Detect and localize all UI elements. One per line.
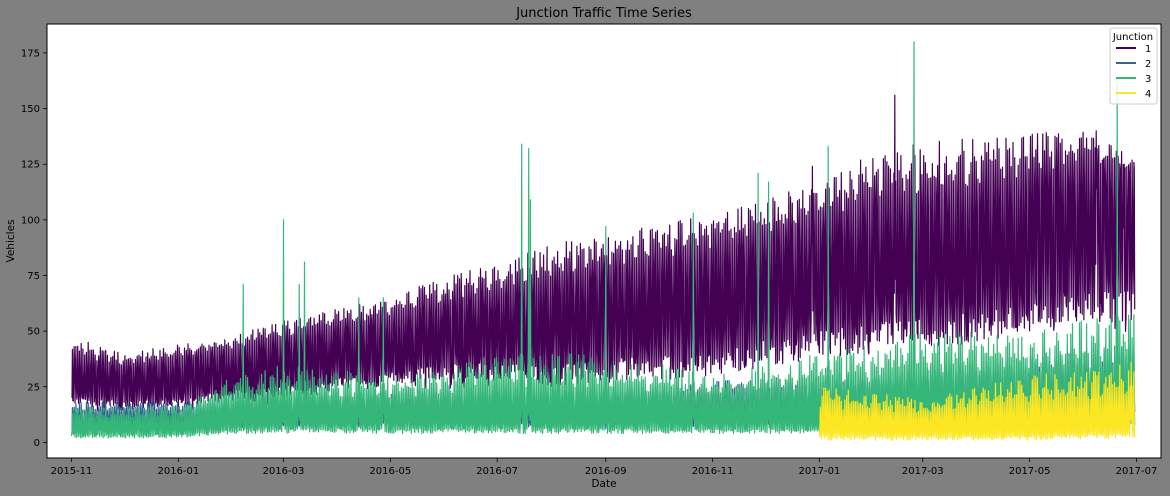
x-tick-label: 2017-01 (799, 466, 841, 477)
y-tick-label: 150 (21, 104, 40, 115)
x-tick-label: 2017-03 (902, 466, 944, 477)
x-tick-label: 2016-05 (369, 466, 411, 477)
y-tick-label: 100 (21, 215, 40, 226)
plot-frame (46, 23, 1162, 459)
legend-title: Junction (1112, 32, 1153, 43)
y-axis-ticks: 0 25 50 75 100 125 150 175 (21, 48, 47, 449)
x-tick-label: 2016-01 (157, 466, 199, 477)
legend-entries: 1 2 3 4 (1116, 44, 1151, 100)
x-tick-label: 2017-05 (1009, 466, 1051, 477)
chart-title: Junction Traffic Time Series (515, 6, 692, 21)
legend-label-junction-4: 4 (1145, 89, 1151, 100)
legend: Junction 1 2 3 4 (1109, 27, 1158, 105)
series-layer (70, 41, 1136, 441)
x-tick-label: 2016-07 (476, 466, 518, 477)
legend-label-junction-3: 3 (1145, 74, 1151, 85)
legend-label-junction-1: 1 (1145, 44, 1151, 55)
y-tick-label: 125 (21, 160, 40, 171)
x-tick-label: 2016-03 (263, 466, 305, 477)
x-tick-label: 2016-11 (692, 466, 734, 477)
x-axis-label: Date (591, 478, 616, 490)
y-tick-label: 175 (21, 48, 40, 59)
x-tick-label: 2016-09 (585, 466, 627, 477)
x-axis-ticks: 2015-11 2016-01 2016-03 2016-05 2016-07 2016-… (51, 458, 1158, 477)
y-axis-label: Vehicles (5, 219, 17, 262)
y-tick-label: 50 (27, 327, 40, 338)
x-tick-label: 2015-11 (51, 466, 93, 477)
legend-label-junction-2: 2 (1145, 59, 1151, 70)
y-tick-label: 75 (27, 271, 40, 282)
x-tick-label: 2017-07 (1116, 466, 1158, 477)
y-tick-label: 0 (34, 438, 40, 449)
series-line-junction-4 (818, 361, 1136, 441)
y-tick-label: 25 (27, 382, 40, 393)
